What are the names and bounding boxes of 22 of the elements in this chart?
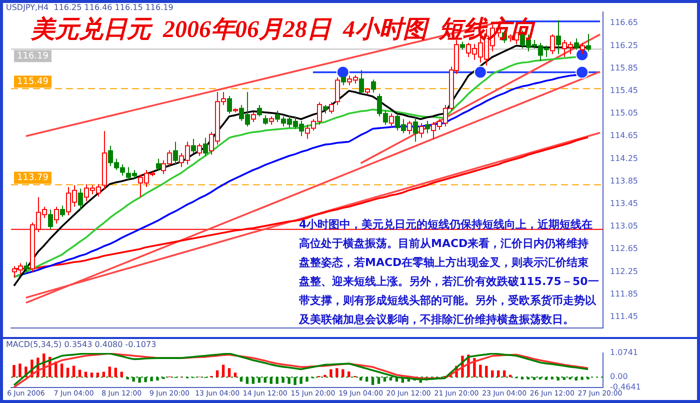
- chart-subtitle: USDJPY,H4 116.25 116.46 116.15 116.19: [6, 3, 174, 12]
- y-tick-label: 0.00: [610, 372, 628, 382]
- y-tick-label: 113.05: [610, 222, 638, 231]
- y-tick-label: 115.45: [610, 86, 638, 95]
- y-tick-label: 111.45: [610, 312, 638, 321]
- y-tick-label: 116.25: [610, 40, 638, 50]
- ref-line-label: 113.79: [17, 173, 49, 184]
- ref-line-label: 115.49: [17, 76, 49, 87]
- y-tick-label: 1.0741: [610, 348, 638, 358]
- y-tick-label: 114.65: [610, 131, 638, 140]
- y-tick-label: 116.65: [610, 18, 638, 28]
- y-tick-label: 111.85: [610, 289, 638, 298]
- ref-line-label: 116.19: [17, 51, 49, 62]
- y-tick-label: 115.85: [610, 63, 638, 72]
- y-tick-label: 113.85: [610, 176, 638, 186]
- y-tick-label: 113.45: [610, 198, 638, 208]
- y-tick-label: 112.65: [610, 244, 638, 254]
- y-tick-label: 114.25: [610, 154, 638, 163]
- y-tick-label: 112.25: [610, 266, 638, 276]
- annotation: 4小时图中，美元兑日元的短线仍保持短线向上，近期短线在高位处于横盘振荡。目前从MACD来看，汇价日内仍将维持盘整姿态，若MACD在零轴上方出现金叉，则表示汇价结束盘整、迎来短线上涨。另外，若汇价有效跌破115.75－50一带支撑，则有形成短线头部的可能。另外，受欧系货币走势以及美联储加息会议影响，不排除汇价维持横盘振荡数日。: [299, 217, 599, 328]
- y-tick-label: 115.05: [610, 108, 638, 118]
- chart-title: MACD(5,34,5) 0.3543 0.4080 -0.1073: [6, 340, 156, 349]
